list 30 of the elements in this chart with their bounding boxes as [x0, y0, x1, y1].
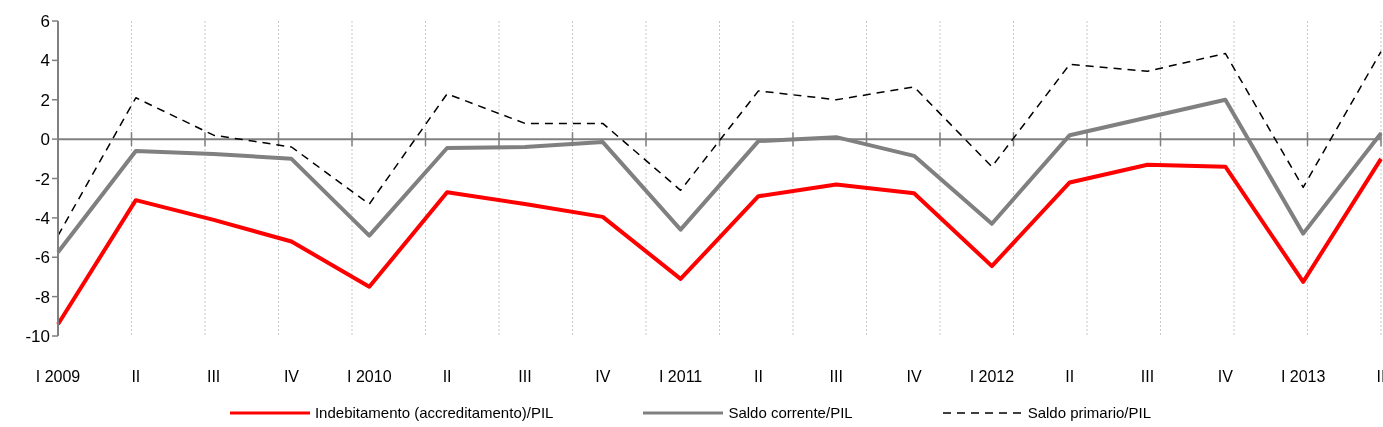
x-tick-label: III — [518, 368, 532, 386]
x-tick-label: II — [442, 368, 452, 386]
y-tick-label: -6 — [34, 248, 50, 268]
x-tick-label: I 2010 — [347, 368, 392, 386]
legend-label: Indebitamento (accreditamento)/PIL — [314, 403, 554, 423]
x-tick-label: II — [753, 368, 763, 386]
x-tick-label: II — [131, 368, 141, 386]
x-tick-label: I 2012 — [969, 368, 1015, 386]
y-tick-label: -8 — [34, 287, 50, 307]
y-tick-label: -10 — [25, 327, 50, 347]
x-tick-label: I 2013 — [1280, 368, 1326, 386]
x-tick-label: I 2009 — [35, 368, 81, 386]
x-tick-label: I 2011 — [658, 368, 703, 386]
y-tick-label: -2 — [34, 169, 50, 189]
line-series — [56, 156, 1383, 327]
x-tick-label: III — [1140, 368, 1155, 386]
x-tick-label: IV — [906, 368, 922, 386]
y-tick-label: 6 — [40, 12, 50, 32]
x-tick-label: III — [829, 368, 843, 386]
y-tick-label: 0 — [40, 130, 50, 150]
x-tick-label: IV — [595, 368, 611, 386]
y-tick-label: -4 — [34, 208, 50, 228]
x-tick-label: II — [1065, 368, 1075, 386]
y-tick-label: 4 — [40, 51, 50, 71]
legend-label: Saldo corrente/PIL — [728, 403, 853, 423]
y-tick-label: 2 — [40, 90, 50, 110]
legend-label: Saldo primario/PIL — [1027, 403, 1152, 423]
x-tick-label: III — [206, 368, 221, 386]
x-tick-label: IV — [283, 368, 300, 386]
x-tick-label: IV — [1217, 368, 1234, 386]
